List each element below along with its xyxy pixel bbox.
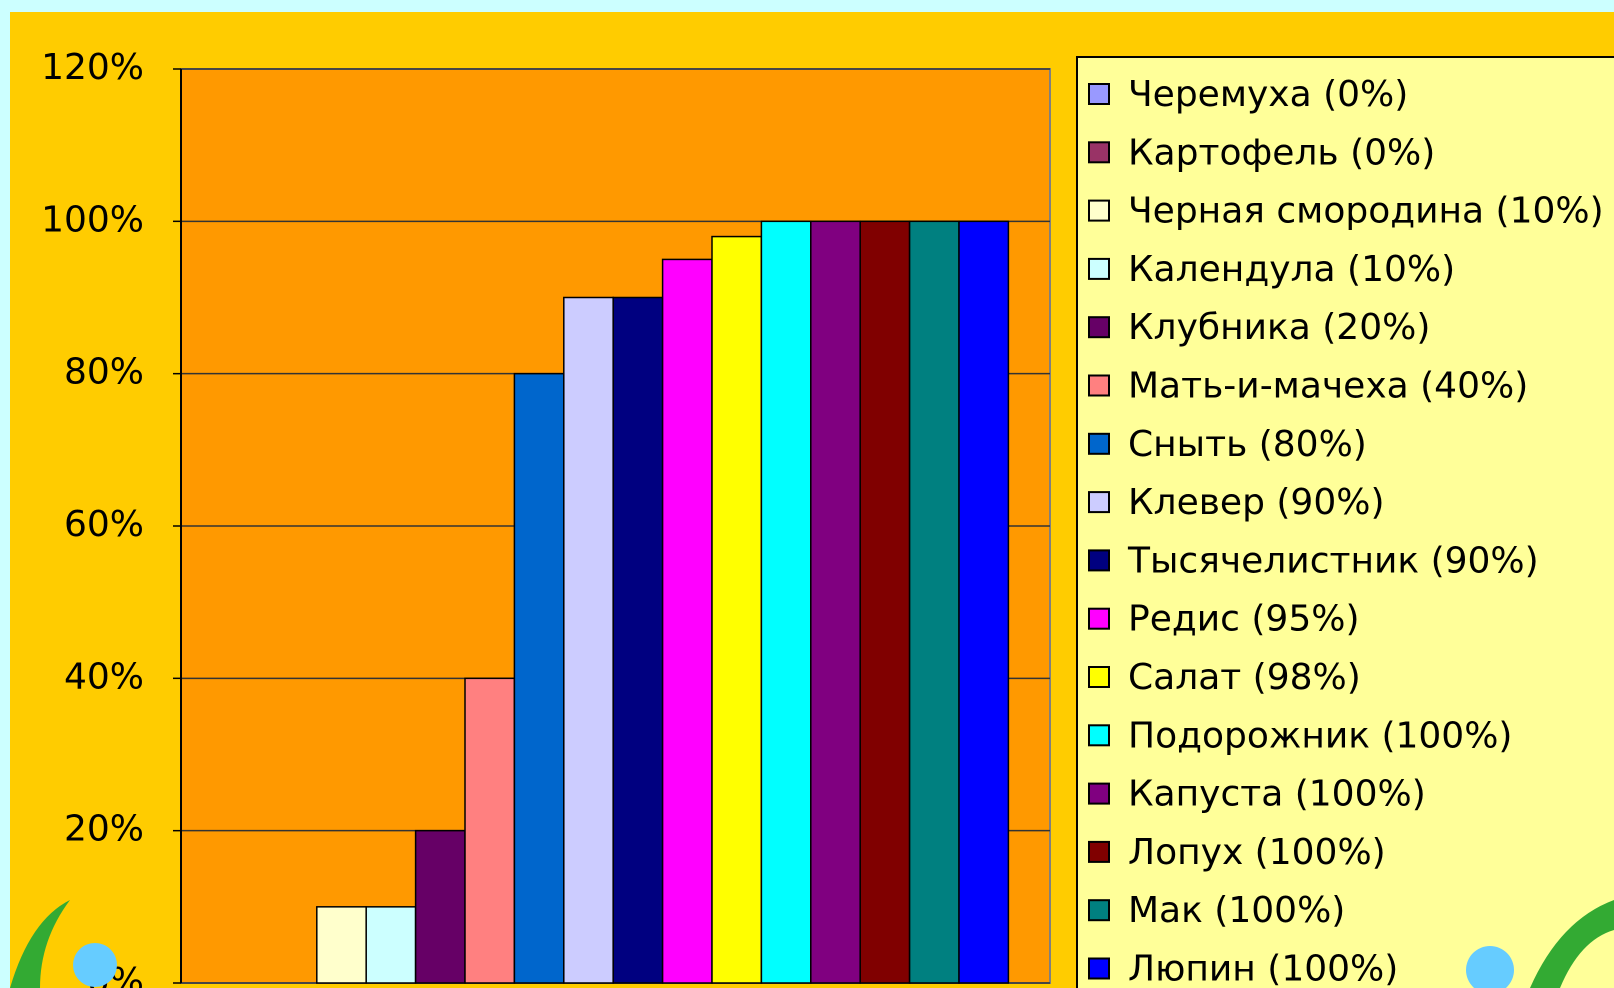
legend-label: Мак (100%)	[1128, 890, 1345, 931]
y-tick-label: 20%	[64, 809, 144, 850]
legend-swatch	[1088, 666, 1110, 688]
legend-label: Мать-и-мачеха (40%)	[1128, 366, 1528, 407]
bar	[958, 220, 1010, 984]
bar	[513, 372, 565, 984]
decoration-leaf	[1530, 900, 1614, 988]
legend-label: Клубника (20%)	[1128, 307, 1430, 348]
legend-swatch	[1088, 724, 1110, 747]
bar	[760, 220, 812, 984]
decoration-leaf	[10, 900, 70, 988]
legend-label: Картофель (0%)	[1128, 132, 1435, 173]
bar	[563, 296, 614, 984]
legend-label: Календула (10%)	[1128, 249, 1455, 290]
bar	[711, 235, 763, 984]
bar	[612, 296, 664, 984]
legend-label: Клевер (90%)	[1128, 482, 1384, 523]
bar	[464, 677, 516, 984]
y-tick-label: 120%	[41, 47, 144, 88]
legend-swatch	[1088, 141, 1110, 164]
bar	[316, 906, 367, 984]
legend-label: Редис (95%)	[1128, 599, 1360, 640]
legend-swatch	[1088, 607, 1110, 630]
legend-label: Подорожник (100%)	[1128, 715, 1512, 756]
legend-label: Сныть (80%)	[1128, 424, 1367, 465]
bar	[365, 906, 417, 984]
legend-swatch	[1088, 199, 1110, 222]
decoration-flower	[1466, 946, 1514, 988]
legend-swatch	[1088, 549, 1110, 572]
legend-label: Лопух (100%)	[1128, 832, 1386, 873]
legend-swatch	[1088, 257, 1110, 280]
y-tick-label: 80%	[64, 352, 144, 393]
y-tick-label: 60%	[64, 504, 144, 545]
legend-swatch	[1088, 432, 1110, 455]
bar	[661, 258, 713, 984]
bar	[908, 220, 960, 984]
bar	[859, 220, 911, 984]
bar	[414, 829, 466, 984]
legend-swatch	[1088, 840, 1110, 863]
y-tick-label: 100%	[41, 199, 144, 240]
legend-label: Черемуха (0%)	[1128, 74, 1408, 115]
legend-swatch	[1088, 491, 1110, 514]
legend-swatch	[1088, 374, 1110, 397]
legend-swatch	[1088, 83, 1110, 105]
legend-swatch	[1088, 782, 1110, 805]
legend-label: Тысячелистник (90%)	[1127, 540, 1539, 581]
y-tick-label: 40%	[64, 656, 144, 697]
legend-swatch	[1088, 899, 1110, 922]
legend-label: Капуста (100%)	[1128, 774, 1426, 815]
legend-box	[1076, 56, 1614, 988]
legend-swatch	[1088, 316, 1110, 339]
bar	[810, 220, 861, 984]
legend-label: Салат (98%)	[1128, 657, 1361, 698]
legend-label: Черная смородина (10%)	[1128, 191, 1604, 232]
legend-swatch	[1088, 957, 1110, 980]
legend-label: Люпин (100%)	[1128, 949, 1398, 988]
decoration-flower	[73, 943, 117, 987]
